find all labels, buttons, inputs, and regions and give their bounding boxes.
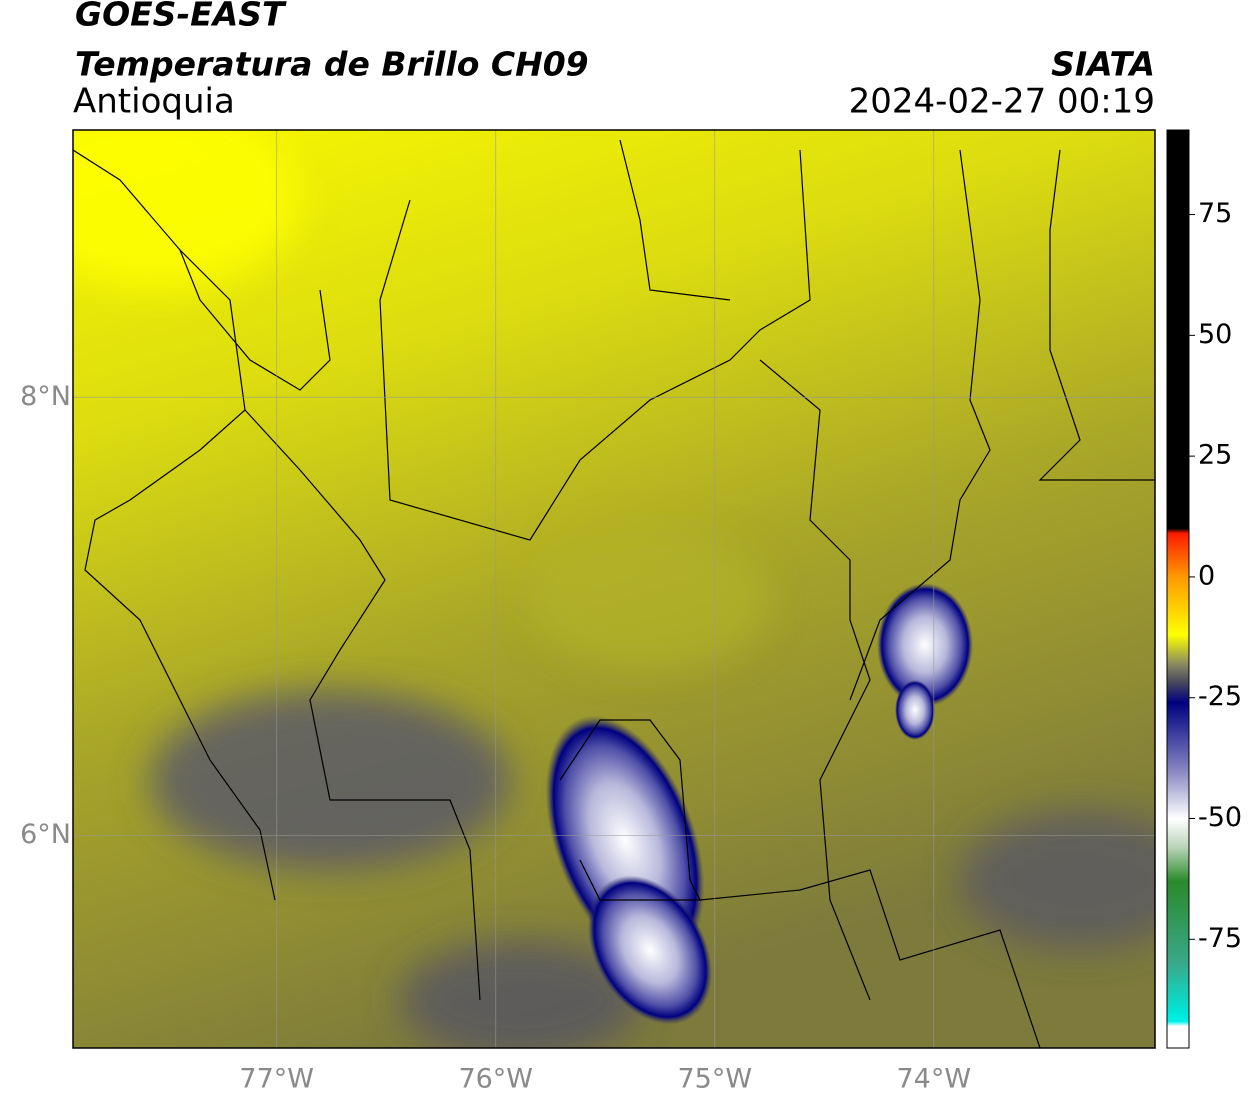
- x-tick-label: 77°W: [239, 1064, 314, 1095]
- y-tick-label: 6°N: [20, 819, 71, 850]
- colorbar-tick-label: -25: [1198, 681, 1242, 712]
- product: Temperatura de Brillo CH09: [75, 45, 589, 84]
- x-tick-label: 74°W: [897, 1064, 972, 1095]
- y-tick-label: 8°N: [20, 381, 71, 412]
- colorbar-tick-label: 25: [1198, 440, 1232, 471]
- colorbar-tick-label: -50: [1198, 802, 1242, 833]
- colorbar-tick-label: -75: [1198, 923, 1242, 954]
- x-tick-label: 76°W: [458, 1064, 533, 1095]
- datetime: 2024-02-27 00:19: [849, 82, 1155, 122]
- colorbar-tick-label: 0: [1198, 560, 1215, 591]
- colorbar: [1166, 129, 1190, 1049]
- map-frame: [72, 129, 1156, 1049]
- title: GOES-EAST: [75, 0, 287, 34]
- x-tick-label: 75°W: [677, 1064, 752, 1095]
- grid: [73, 130, 1155, 1048]
- colorbar-tick-label: 75: [1198, 198, 1232, 229]
- map-field: [73, 130, 1155, 1048]
- source: SIATA: [1051, 45, 1155, 84]
- region: Antioquia: [73, 82, 235, 122]
- colorbar-tick-label: 50: [1198, 319, 1232, 350]
